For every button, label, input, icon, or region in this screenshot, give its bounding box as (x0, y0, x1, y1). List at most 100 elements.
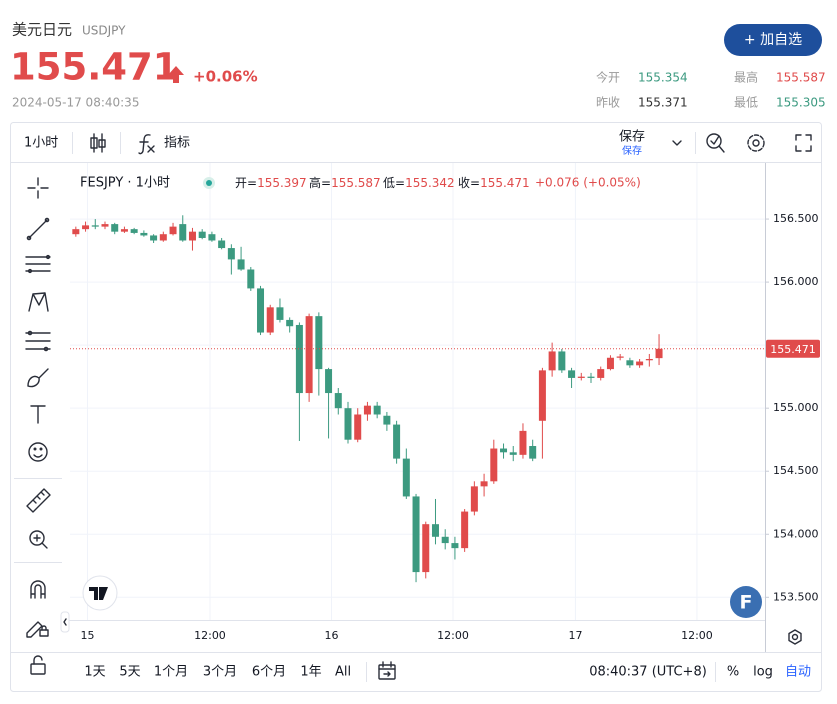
candle-body (402, 458, 410, 497)
candle-body (461, 511, 469, 549)
save-button[interactable]: 保存 (619, 130, 645, 145)
brush-tool[interactable] (27, 368, 49, 388)
candle-body (237, 259, 245, 270)
legend-value: 155.471 (480, 176, 530, 190)
stat-label: 昨收 (596, 96, 620, 110)
candle-body (626, 360, 634, 366)
magnet-tool[interactable] (30, 580, 46, 599)
range-button[interactable]: 1年 (300, 665, 321, 680)
settings-button[interactable] (747, 134, 765, 152)
zoom-tool[interactable] (29, 530, 48, 549)
range-button[interactable]: 6个月 (252, 665, 286, 680)
save-status: 保存 (622, 144, 642, 157)
fullscreen-button[interactable] (795, 134, 812, 152)
text-tool[interactable] (30, 405, 46, 424)
parallel-lines-tool[interactable] (25, 254, 51, 274)
candle-body (470, 486, 478, 512)
candle-body (597, 369, 605, 378)
fib-tool[interactable] (25, 330, 51, 352)
chart-panel (10, 122, 822, 692)
range-button[interactable]: 3个月 (203, 665, 237, 680)
legend-value: 155.342 (405, 176, 455, 190)
indicator-icon[interactable] (138, 134, 155, 155)
candle-body (441, 536, 449, 544)
price-tag-label: 155.471 (770, 343, 816, 356)
watchlist-button-label[interactable]: + 加自选 (744, 32, 802, 48)
range-button[interactable]: All (335, 665, 351, 680)
candle-body (82, 225, 90, 230)
price: 155.471 (10, 46, 179, 89)
candle-body (509, 452, 517, 455)
candle-body (227, 248, 235, 260)
candle-body (295, 324, 303, 394)
collapse-toolbar[interactable] (60, 611, 70, 633)
candle-body (120, 229, 128, 232)
legend-ohlc: 低=155.342 (383, 176, 455, 190)
interval-button[interactable]: 1小时 (24, 136, 58, 151)
candle-body (257, 288, 265, 333)
candle-body (344, 408, 352, 440)
candle-body (636, 361, 644, 366)
candle-body (393, 424, 401, 459)
range-button[interactable]: 5天 (119, 665, 140, 680)
lock-drawings-tool[interactable] (26, 621, 49, 638)
candle-body (568, 370, 576, 378)
asset-name: 美元日元 (12, 21, 72, 39)
badge[interactable] (730, 586, 762, 618)
date-range-button[interactable] (378, 661, 396, 680)
candle-body (111, 224, 119, 232)
candle-body (529, 446, 537, 459)
x-tick-label: 16 (324, 629, 338, 642)
candle-body (208, 234, 216, 241)
alert-button[interactable] (706, 133, 725, 153)
range-button[interactable]: 1天 (84, 665, 105, 680)
candle-body (538, 370, 546, 421)
candle-body (247, 269, 255, 289)
candles: 155.471 (70, 215, 820, 583)
candle-body (130, 229, 138, 233)
collapse-arrow[interactable] (63, 618, 67, 626)
candle-body (363, 405, 371, 415)
tv-logo-mark (89, 587, 108, 600)
chart-type-button[interactable] (90, 133, 106, 153)
candle-body (276, 307, 284, 320)
percent-toggle[interactable]: % (727, 665, 739, 680)
candle-body (373, 405, 381, 415)
candle-body (490, 448, 498, 482)
log-toggle[interactable]: log (753, 665, 773, 680)
legend-ohlc: 高=155.587 (309, 175, 381, 190)
candle-body (451, 543, 459, 549)
save-dropdown[interactable] (672, 140, 682, 146)
candle-body (480, 481, 488, 487)
candle-body (412, 496, 420, 573)
auto-toggle[interactable]: 自动 (785, 665, 811, 680)
candle-body (150, 235, 158, 241)
candle-body (558, 351, 566, 371)
stat-label: 最高 (734, 70, 758, 85)
legend-value: 155.587 (331, 176, 381, 190)
trendline-tool[interactable] (26, 217, 50, 241)
candle-body (266, 307, 274, 333)
candle-body (354, 414, 362, 440)
candle-body (422, 524, 430, 573)
lock-tool[interactable] (30, 655, 46, 675)
candle-body (198, 231, 206, 238)
x-tick-label: 12:00 (437, 629, 469, 642)
pattern-tool[interactable] (28, 292, 49, 312)
x-tick-label: 12:00 (681, 629, 713, 642)
stat-value: 155.371 (638, 96, 688, 110)
status-dot (206, 180, 212, 186)
range-buttons: 1天 5天 1个月 3个月 6个月 1年 All (84, 665, 351, 680)
emoji-tool[interactable] (28, 442, 48, 462)
candle-body (169, 226, 177, 235)
measure-tool[interactable] (26, 488, 51, 513)
legend-ohlc: 开=155.397 (235, 176, 307, 190)
range-button[interactable]: 1个月 (154, 665, 188, 680)
indicators-button[interactable]: 指标 (164, 136, 190, 151)
axis-settings-button[interactable] (788, 629, 802, 645)
candle-body (616, 356, 624, 358)
crosshair-tool[interactable] (27, 177, 49, 199)
watchlist-button[interactable] (724, 24, 822, 56)
